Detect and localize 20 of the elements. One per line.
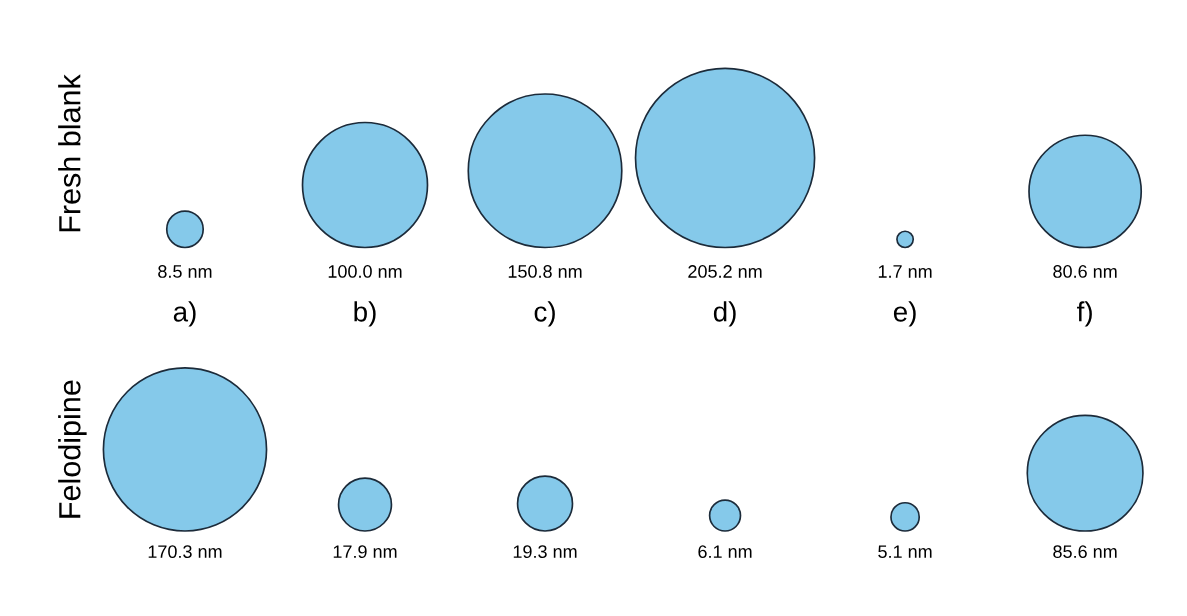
data-label: 80.6 nm — [1053, 265, 1117, 278]
data-label: 19.3 nm — [513, 545, 577, 559]
category-label: f) — [1077, 301, 1092, 328]
data-label: 17.9 nm — [333, 545, 397, 559]
data-label: 205.2 nm — [688, 265, 762, 278]
category-label: d) — [713, 301, 736, 328]
text: Felodipine — [58, 380, 87, 518]
category-label: a) — [173, 301, 196, 328]
category-label: e) — [893, 301, 916, 328]
data-label: 1.7 nm — [878, 265, 932, 278]
data-label: 5.1 nm — [878, 545, 932, 559]
text: Fresh blank — [58, 74, 81, 232]
category-label: c) — [534, 301, 555, 328]
data-label: 170.3 nm — [148, 545, 222, 559]
data-label: 6.1 nm — [698, 545, 752, 559]
data-label: 100.0 nm — [328, 265, 402, 278]
data-label: 85.6 nm — [1053, 545, 1117, 559]
data-label: 150.8 nm — [508, 265, 582, 278]
data-label: 8.5 nm — [158, 265, 212, 278]
category-label: b) — [354, 301, 376, 328]
